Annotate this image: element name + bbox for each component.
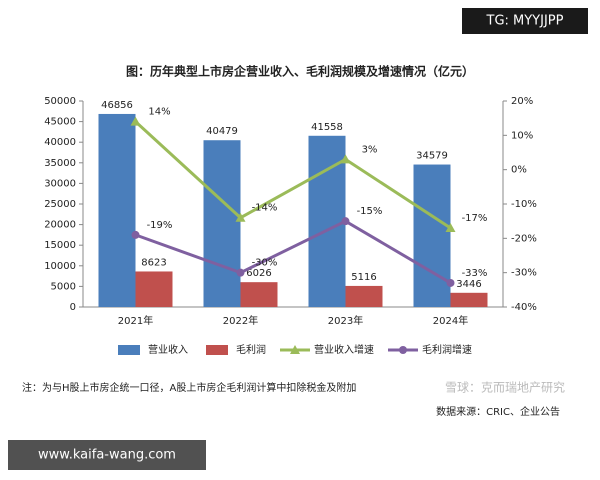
x-tick-label: 2024年 xyxy=(433,314,468,327)
legend-label: 毛利润 xyxy=(236,343,266,356)
data-label: 3446 xyxy=(456,279,481,290)
note: 注：为与H股上市房企统一口径，A股上市房企毛利润计算中扣除税金及附加 xyxy=(22,381,356,394)
chart-title: 图：历年典型上市房企营业收入、毛利润规模及增速情况（亿元） xyxy=(126,64,474,79)
data-label: 14% xyxy=(148,107,170,118)
y-tick-label: 50000 xyxy=(44,96,76,107)
data-label: 5116 xyxy=(351,272,376,283)
legend-label: 营业收入增速 xyxy=(314,343,374,356)
marker xyxy=(341,217,350,226)
marker xyxy=(445,223,456,233)
y-tick-label: 15000 xyxy=(44,240,76,251)
legend-label: 营业收入 xyxy=(148,343,188,356)
data-label: -17% xyxy=(462,213,488,224)
data-label: -30% xyxy=(252,258,278,269)
source: 数据来源：CRIC、企业公告 xyxy=(436,405,560,418)
y-tick-label: 30000 xyxy=(44,178,76,189)
bar xyxy=(98,113,136,307)
legend-swatch xyxy=(399,346,407,354)
y2-tick-label: -30% xyxy=(511,268,537,279)
y-tick-label: 20000 xyxy=(44,220,76,231)
data-label: -14% xyxy=(252,203,278,214)
y2-tick-label: -40% xyxy=(511,302,537,313)
bar xyxy=(203,140,241,307)
x-tick-label: 2022年 xyxy=(223,314,258,327)
y2-tick-label: 0% xyxy=(511,165,527,176)
line xyxy=(134,120,452,230)
bar xyxy=(345,285,383,307)
data-label: 34579 xyxy=(416,151,448,162)
bar xyxy=(240,282,278,307)
marker xyxy=(131,230,140,239)
data-label: -33% xyxy=(462,268,488,279)
data-label: 3% xyxy=(362,144,378,155)
y-tick-label: 40000 xyxy=(44,137,76,148)
y2-tick-label: -10% xyxy=(511,199,537,210)
y-tick-label: 10000 xyxy=(44,261,76,272)
y-tick-label: 25000 xyxy=(44,199,76,210)
bar xyxy=(450,292,488,307)
x-tick-label: 2023年 xyxy=(328,314,363,327)
watermark: www.kaifa-wang.com xyxy=(38,448,176,463)
bar xyxy=(413,164,451,307)
data-label: 41558 xyxy=(311,122,343,133)
y2-tick-label: -20% xyxy=(511,233,537,244)
legend-swatch xyxy=(290,345,300,354)
legend-label: 毛利润增速 xyxy=(422,343,472,356)
watermark-box xyxy=(462,8,588,34)
y-tick-label: 0 xyxy=(70,302,76,313)
y2-tick-label: 10% xyxy=(511,130,533,141)
y-tick-label: 35000 xyxy=(44,158,76,169)
marker xyxy=(446,278,455,287)
marker xyxy=(236,268,245,277)
data-label: -19% xyxy=(147,220,173,231)
marker xyxy=(130,116,141,126)
x-tick-label: 2021年 xyxy=(118,314,153,327)
y-tick-label: 45000 xyxy=(44,117,76,128)
watermark-box xyxy=(8,440,206,470)
legend-swatch xyxy=(118,345,140,355)
data-label: 8623 xyxy=(141,257,166,268)
data-label: -15% xyxy=(357,206,383,217)
data-label: 40479 xyxy=(206,126,238,137)
line xyxy=(134,219,452,285)
watermark: 雪球：克而瑞地产研究 xyxy=(445,380,565,395)
y2-tick-label: 20% xyxy=(511,96,533,107)
marker xyxy=(235,212,246,222)
bar xyxy=(135,271,173,307)
legend-swatch xyxy=(206,345,228,355)
y-tick-label: 5000 xyxy=(51,281,76,292)
data-label: 6026 xyxy=(246,268,271,279)
watermark: TG: MYYJJPP xyxy=(486,14,564,29)
data-label: 46856 xyxy=(101,100,133,111)
marker xyxy=(340,154,351,164)
